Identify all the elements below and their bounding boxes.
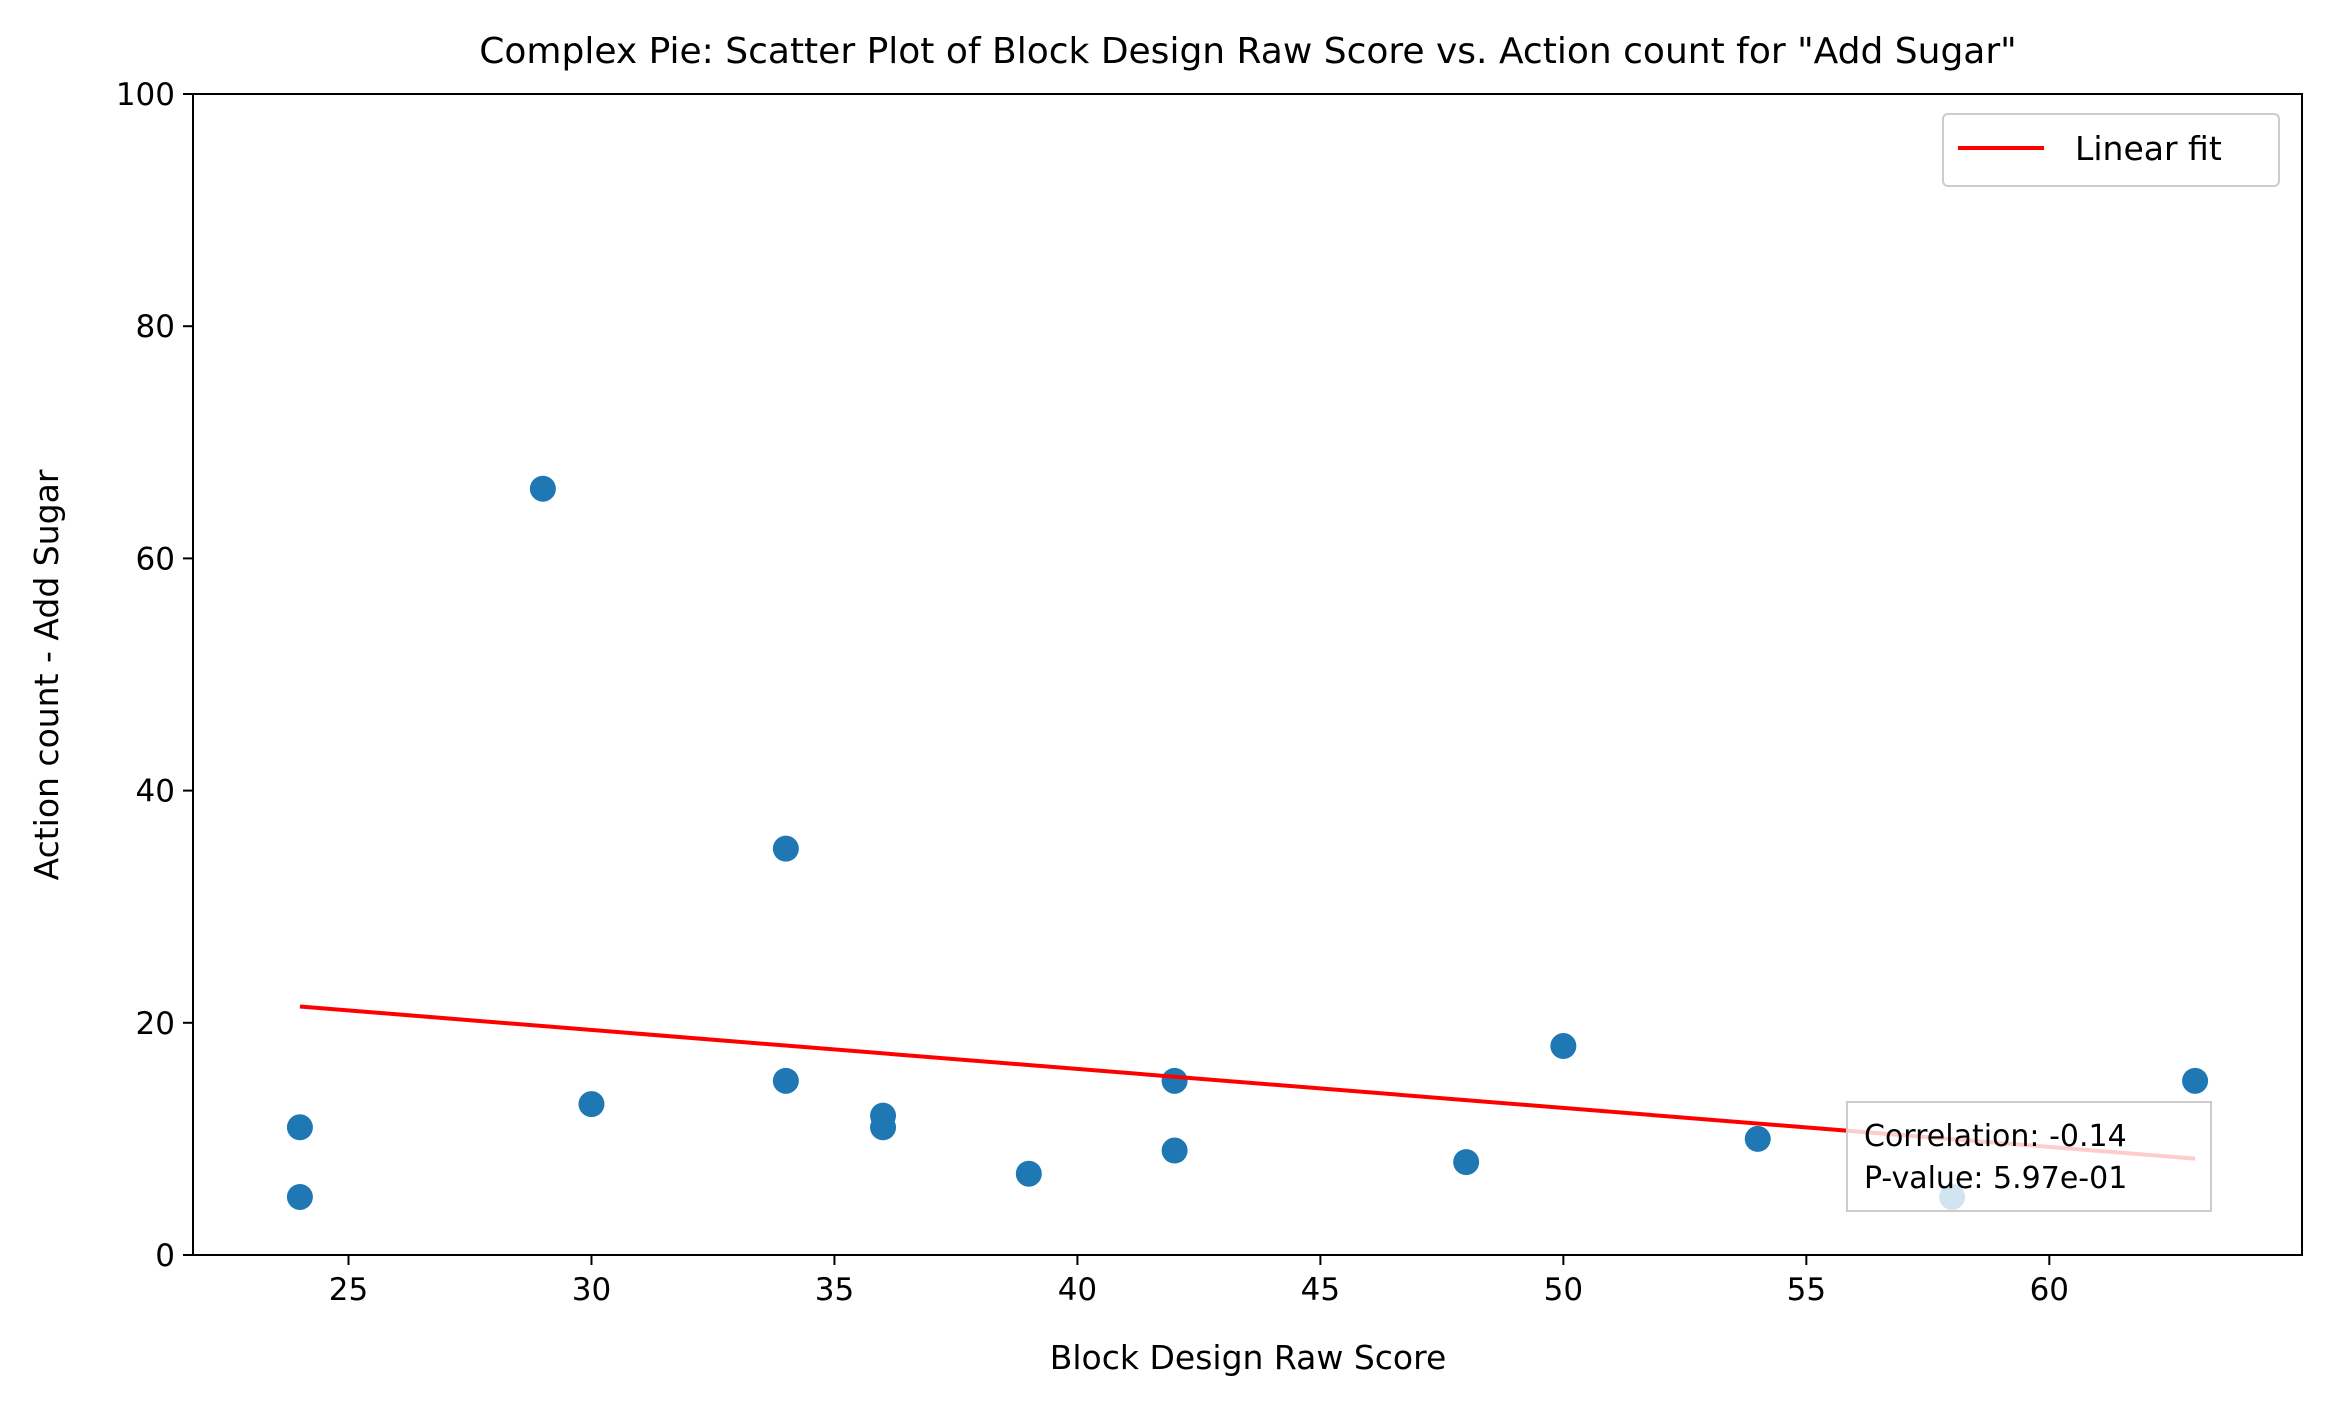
correlation-text: Correlation: -0.14 xyxy=(1864,1119,2127,1154)
y-tick-label: 20 xyxy=(136,1006,175,1042)
scatter-point-3 xyxy=(529,475,556,502)
scatter-point-6 xyxy=(772,1067,799,1094)
plot-marks xyxy=(286,475,2209,1210)
scatter-point-12 xyxy=(1453,1149,1480,1176)
y-tick-label: 0 xyxy=(155,1238,175,1274)
y-tick-label: 100 xyxy=(116,77,175,113)
scatter-point-1 xyxy=(286,1114,313,1141)
x-tick-label: 45 xyxy=(1301,1272,1340,1308)
scatter-point-8 xyxy=(870,1114,897,1141)
x-tick-label: 60 xyxy=(2030,1272,2069,1308)
x-tick-label: 55 xyxy=(1787,1272,1826,1308)
stats-box xyxy=(1846,1101,2212,1212)
scatter-point-14 xyxy=(1744,1125,1771,1152)
stats-annotation: Correlation: -0.14 P-value: 5.97e-01 xyxy=(1846,1101,2212,1212)
plot-frame xyxy=(192,93,2303,1256)
legend-label-fit: Linear fit xyxy=(2075,129,2222,168)
scatter-point-5 xyxy=(772,835,799,862)
chart-title: Complex Pie: Scatter Plot of Block Desig… xyxy=(479,31,2016,72)
scatter-point-2 xyxy=(286,1183,313,1210)
legend: Linear fit xyxy=(1942,113,2280,187)
scatter-point-11 xyxy=(1161,1137,1188,1164)
axes: 25 30 35 40 45 50 55 60 0 20 40 60 80 100 xyxy=(116,77,2069,1308)
y-axis-label: Action count - Add Sugar xyxy=(27,469,66,880)
scatter-point-16 xyxy=(2182,1067,2209,1094)
x-tick-label: 40 xyxy=(1058,1272,1097,1308)
x-tick-label: 50 xyxy=(1544,1272,1583,1308)
scatter-point-4 xyxy=(578,1091,605,1118)
x-tick-label: 35 xyxy=(815,1272,854,1308)
scatter-point-10 xyxy=(1161,1067,1188,1094)
x-tick-label: 25 xyxy=(329,1272,368,1308)
y-tick-label: 80 xyxy=(136,309,175,345)
scatter-point-9 xyxy=(1015,1160,1042,1187)
legend-box xyxy=(1942,113,2280,187)
x-tick-label: 30 xyxy=(572,1272,611,1308)
p-value-text: P-value: 5.97e-01 xyxy=(1864,1161,2127,1196)
x-axis-label: Block Design Raw Score xyxy=(1050,1338,1447,1377)
scatter-point-13 xyxy=(1550,1033,1577,1060)
y-tick-label: 40 xyxy=(136,774,175,810)
y-tick-label: 60 xyxy=(136,541,175,577)
